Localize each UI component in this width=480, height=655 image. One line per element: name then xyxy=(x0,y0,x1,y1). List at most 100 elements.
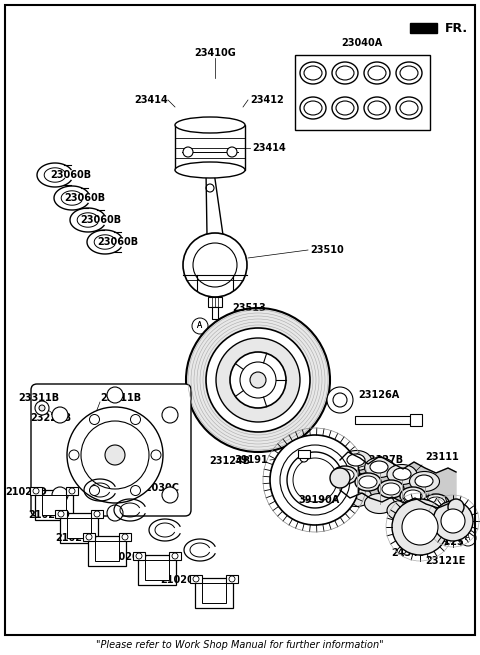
Circle shape xyxy=(107,505,123,521)
Ellipse shape xyxy=(400,101,418,115)
Text: 23040A: 23040A xyxy=(341,38,383,48)
Circle shape xyxy=(300,454,308,462)
Circle shape xyxy=(193,243,237,287)
Ellipse shape xyxy=(304,66,322,80)
Circle shape xyxy=(122,534,128,540)
Ellipse shape xyxy=(355,473,381,491)
FancyBboxPatch shape xyxy=(31,384,191,516)
Circle shape xyxy=(89,415,99,424)
Bar xyxy=(295,55,430,130)
Ellipse shape xyxy=(175,117,245,133)
Ellipse shape xyxy=(336,469,354,481)
Circle shape xyxy=(172,553,178,559)
Bar xyxy=(202,583,226,603)
Ellipse shape xyxy=(341,451,372,470)
Circle shape xyxy=(240,362,276,398)
Text: 21020D: 21020D xyxy=(28,510,70,520)
Polygon shape xyxy=(401,488,448,511)
Text: A: A xyxy=(197,322,203,331)
Text: 23121E: 23121E xyxy=(425,556,465,566)
Ellipse shape xyxy=(336,101,354,115)
Bar xyxy=(195,578,233,608)
Bar xyxy=(66,487,78,495)
Text: 21020D: 21020D xyxy=(55,533,97,543)
Bar xyxy=(55,510,67,518)
Circle shape xyxy=(86,534,92,540)
Bar xyxy=(175,125,245,170)
Ellipse shape xyxy=(368,101,386,115)
Bar xyxy=(208,297,222,307)
Ellipse shape xyxy=(359,476,377,488)
Circle shape xyxy=(229,576,235,582)
Text: 23211B: 23211B xyxy=(100,393,141,403)
Bar xyxy=(35,490,73,520)
Text: "Please refer to Work Shop Manual for further information": "Please refer to Work Shop Manual for fu… xyxy=(96,640,384,650)
Bar xyxy=(169,552,181,560)
Circle shape xyxy=(89,485,99,495)
Circle shape xyxy=(52,407,68,423)
Bar xyxy=(138,555,176,585)
Ellipse shape xyxy=(393,468,411,480)
Ellipse shape xyxy=(364,97,390,119)
Ellipse shape xyxy=(341,487,372,506)
Circle shape xyxy=(131,415,141,424)
Ellipse shape xyxy=(364,62,390,84)
Circle shape xyxy=(227,147,237,157)
Circle shape xyxy=(107,387,123,403)
Circle shape xyxy=(69,488,75,494)
Bar xyxy=(83,533,95,541)
Circle shape xyxy=(270,435,360,525)
Ellipse shape xyxy=(400,487,426,505)
Bar xyxy=(91,510,103,518)
Text: 24340: 24340 xyxy=(391,548,425,558)
Circle shape xyxy=(81,421,149,489)
Text: 23126A: 23126A xyxy=(358,390,399,400)
Bar xyxy=(42,495,66,515)
Circle shape xyxy=(136,553,142,559)
Circle shape xyxy=(193,576,199,582)
Text: 39191: 39191 xyxy=(234,455,268,465)
Circle shape xyxy=(333,393,347,407)
Ellipse shape xyxy=(378,480,404,498)
Bar xyxy=(95,541,119,561)
Text: 21020D: 21020D xyxy=(5,487,47,497)
Circle shape xyxy=(216,338,300,422)
Text: 23060B: 23060B xyxy=(80,215,121,225)
Text: FR.: FR. xyxy=(445,22,468,35)
Text: 23111: 23111 xyxy=(425,452,459,462)
Ellipse shape xyxy=(396,97,422,119)
Circle shape xyxy=(186,308,330,452)
Circle shape xyxy=(94,511,100,517)
Ellipse shape xyxy=(364,493,395,514)
Text: 23124B: 23124B xyxy=(209,456,251,466)
Text: 23125: 23125 xyxy=(430,537,464,547)
Circle shape xyxy=(162,407,178,423)
Bar xyxy=(145,560,169,580)
Ellipse shape xyxy=(382,483,400,495)
Circle shape xyxy=(67,407,163,503)
Circle shape xyxy=(105,445,125,465)
Ellipse shape xyxy=(332,62,358,84)
Bar xyxy=(190,575,202,583)
Ellipse shape xyxy=(387,500,417,521)
Polygon shape xyxy=(333,467,380,490)
Bar xyxy=(88,536,126,566)
Circle shape xyxy=(250,372,266,388)
Circle shape xyxy=(392,499,448,555)
Bar xyxy=(119,533,131,541)
Text: 23513: 23513 xyxy=(232,303,266,313)
Bar xyxy=(355,416,415,424)
Ellipse shape xyxy=(175,162,245,178)
Ellipse shape xyxy=(336,66,354,80)
Ellipse shape xyxy=(368,66,386,80)
Text: 21020D: 21020D xyxy=(160,575,202,585)
Circle shape xyxy=(52,487,68,503)
Circle shape xyxy=(183,147,193,157)
Text: 23060B: 23060B xyxy=(50,170,91,180)
Ellipse shape xyxy=(404,490,422,502)
Text: 39190A: 39190A xyxy=(298,495,339,505)
Ellipse shape xyxy=(304,101,322,115)
Text: 23311B: 23311B xyxy=(18,393,59,403)
Bar xyxy=(226,575,238,583)
Text: 23060B: 23060B xyxy=(97,237,138,247)
